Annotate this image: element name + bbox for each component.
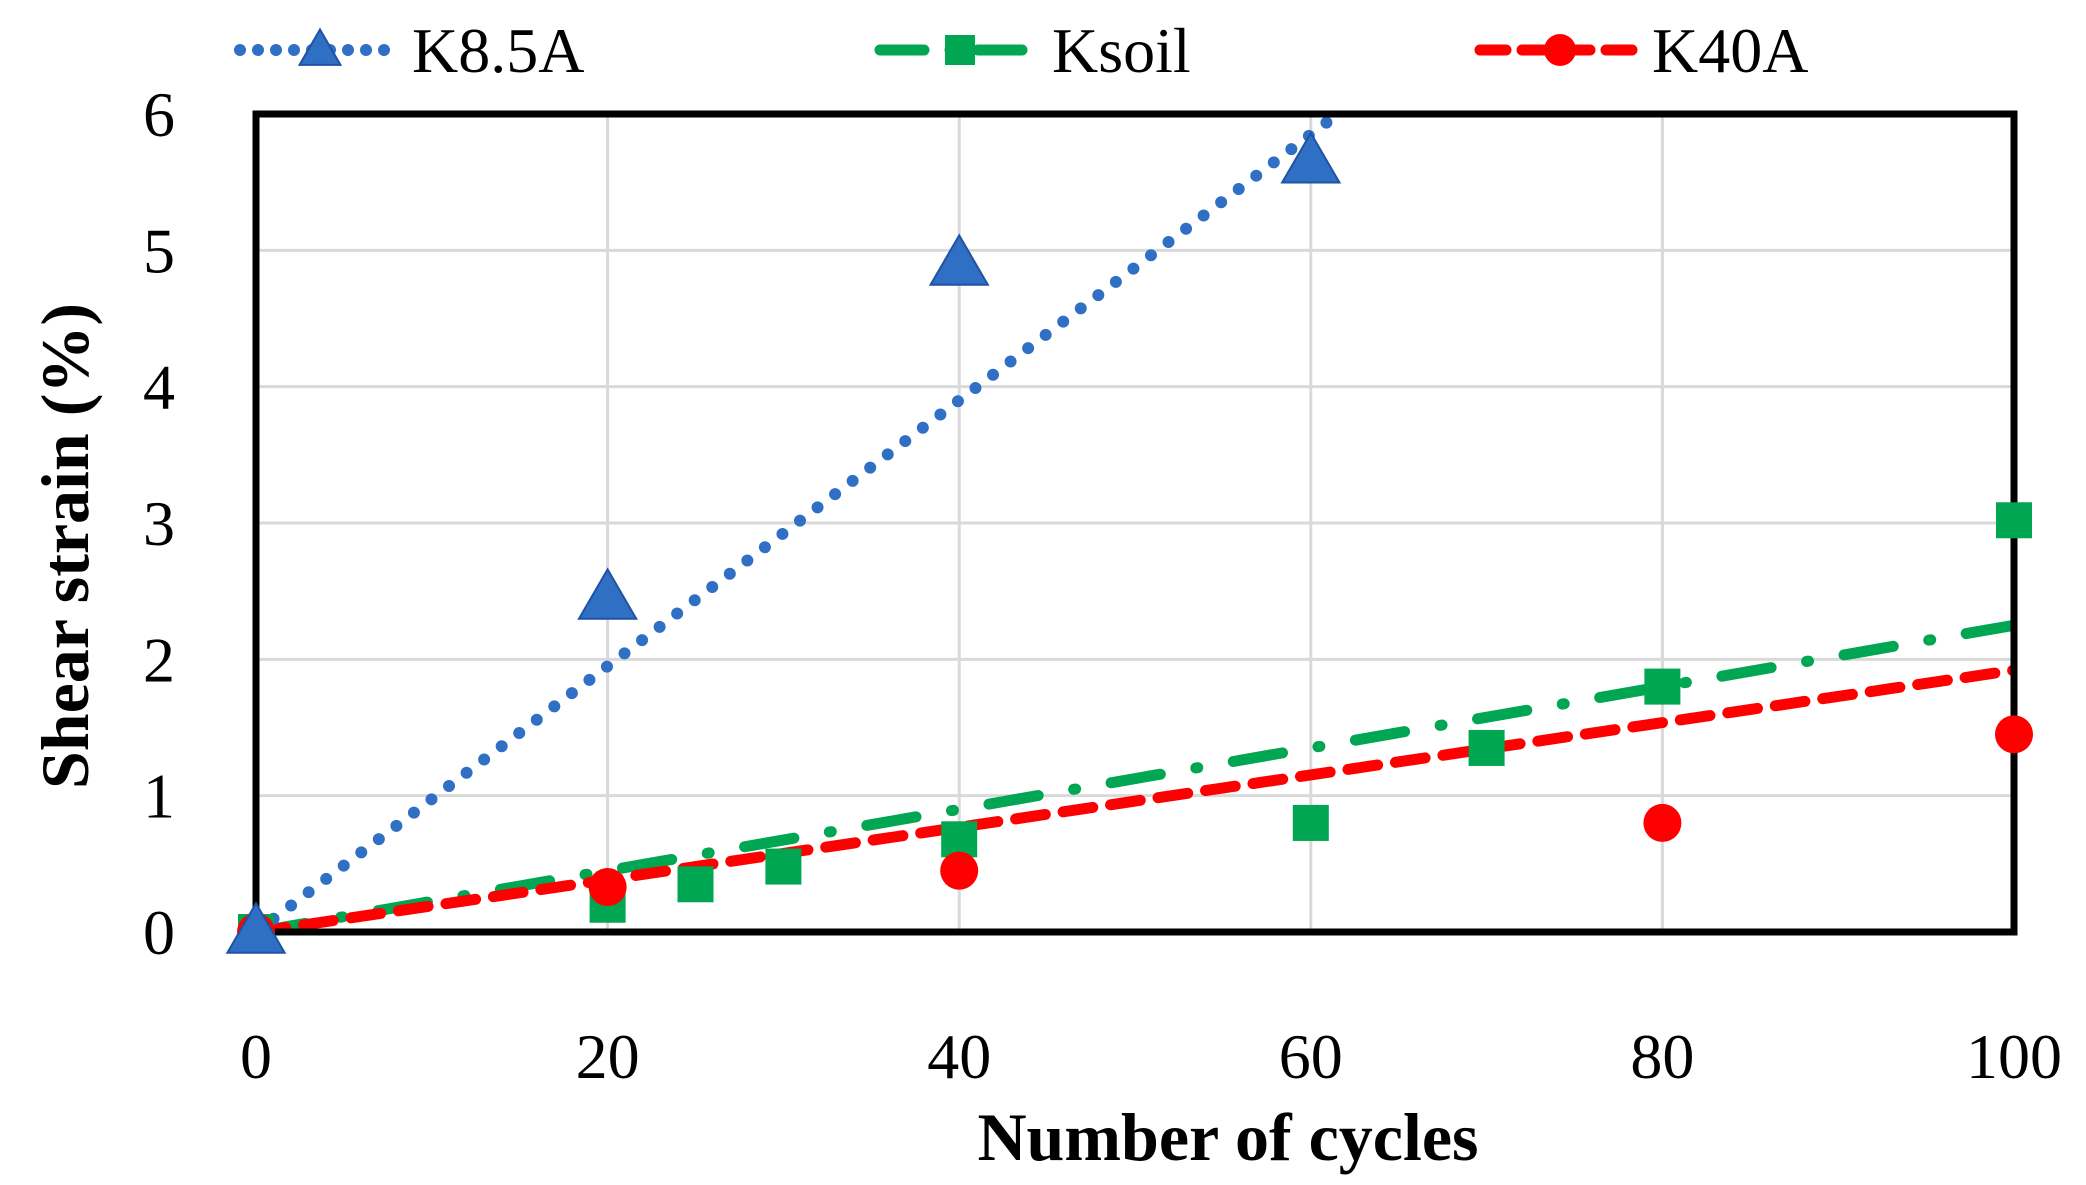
x-tick-label: 0 <box>240 1021 272 1092</box>
x-axis-title: Number of cycles <box>977 1099 1478 1175</box>
data-point-ksoil <box>1644 668 1681 705</box>
y-tick-label: 5 <box>143 215 175 286</box>
trendline-k8-5a <box>256 114 1348 932</box>
data-point-ksoil <box>1468 729 1505 766</box>
data-point-k8-5a <box>928 233 990 286</box>
legend-label-k8-5a: K8.5A <box>412 15 584 86</box>
y-tick-label: 0 <box>143 897 175 968</box>
data-point-ksoil <box>1996 502 2032 539</box>
data-point-ksoil <box>677 866 714 903</box>
trendlines <box>256 114 2014 932</box>
legend: K8.5A Ksoil K40A <box>234 15 1808 86</box>
data-point-k40a <box>940 851 979 890</box>
y-tick-label: 1 <box>143 761 175 832</box>
legend-label-k40a: K40A <box>1652 15 1808 86</box>
data-point-ksoil <box>941 821 978 858</box>
trendline-k40a <box>256 664 2014 932</box>
y-axis-title: Shear strain (%) <box>27 303 103 789</box>
x-tick-label: 100 <box>1966 1021 2062 1092</box>
y-tick-label: 4 <box>143 352 175 423</box>
data-point-k8-5a <box>1280 131 1342 184</box>
x-axis-ticks: 0 20 40 60 80 100 <box>240 1021 2062 1092</box>
grid-lines <box>254 112 2016 934</box>
legend-marker-k40a <box>1544 34 1576 66</box>
trendline-ksoil <box>256 619 2014 932</box>
data-point-k40a <box>588 868 627 907</box>
legend-marker-ksoil <box>945 35 975 65</box>
data-markers <box>225 131 2033 954</box>
data-point-ksoil <box>1292 804 1329 841</box>
x-tick-label: 20 <box>576 1021 640 1092</box>
y-axis-ticks: 0 1 2 3 4 5 6 <box>143 79 175 968</box>
x-tick-label: 40 <box>927 1021 991 1092</box>
data-point-k40a <box>1995 715 2033 754</box>
y-tick-label: 3 <box>143 488 175 559</box>
x-tick-label: 60 <box>1279 1021 1343 1092</box>
x-tick-label: 80 <box>1630 1021 1694 1092</box>
data-point-ksoil <box>765 848 802 885</box>
legend-marker-k8-5a <box>297 27 343 66</box>
y-tick-label: 2 <box>143 624 175 695</box>
data-point-k8-5a <box>225 901 287 954</box>
data-point-k40a <box>1643 803 1682 842</box>
legend-label-ksoil: Ksoil <box>1052 15 1191 86</box>
data-point-k8-5a <box>577 567 638 620</box>
y-tick-label: 6 <box>143 79 175 150</box>
